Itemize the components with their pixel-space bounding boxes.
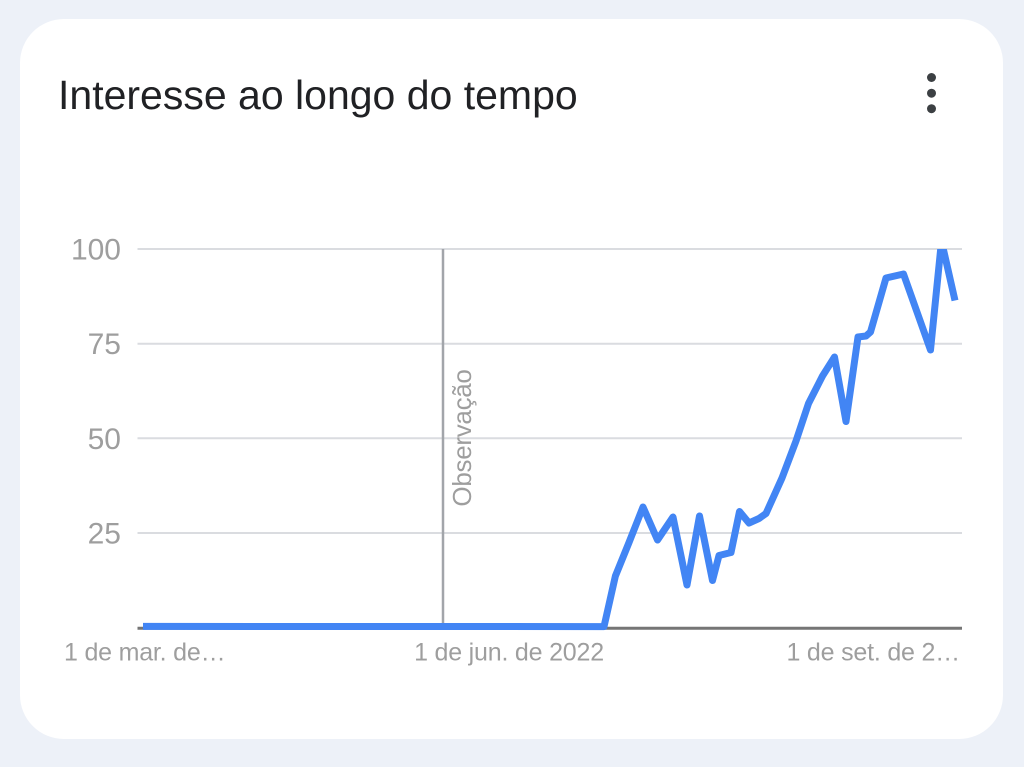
svg-text:75: 75 (88, 328, 121, 361)
svg-text:50: 50 (88, 423, 121, 456)
svg-text:1 de set. de 2…: 1 de set. de 2… (786, 639, 960, 667)
svg-text:Observação: Observação (447, 369, 477, 506)
svg-text:1 de mar. de…: 1 de mar. de… (64, 639, 225, 667)
svg-text:25: 25 (88, 518, 121, 551)
svg-text:1 de jun. de 2022: 1 de jun. de 2022 (414, 639, 604, 667)
svg-text:100: 100 (71, 234, 121, 267)
